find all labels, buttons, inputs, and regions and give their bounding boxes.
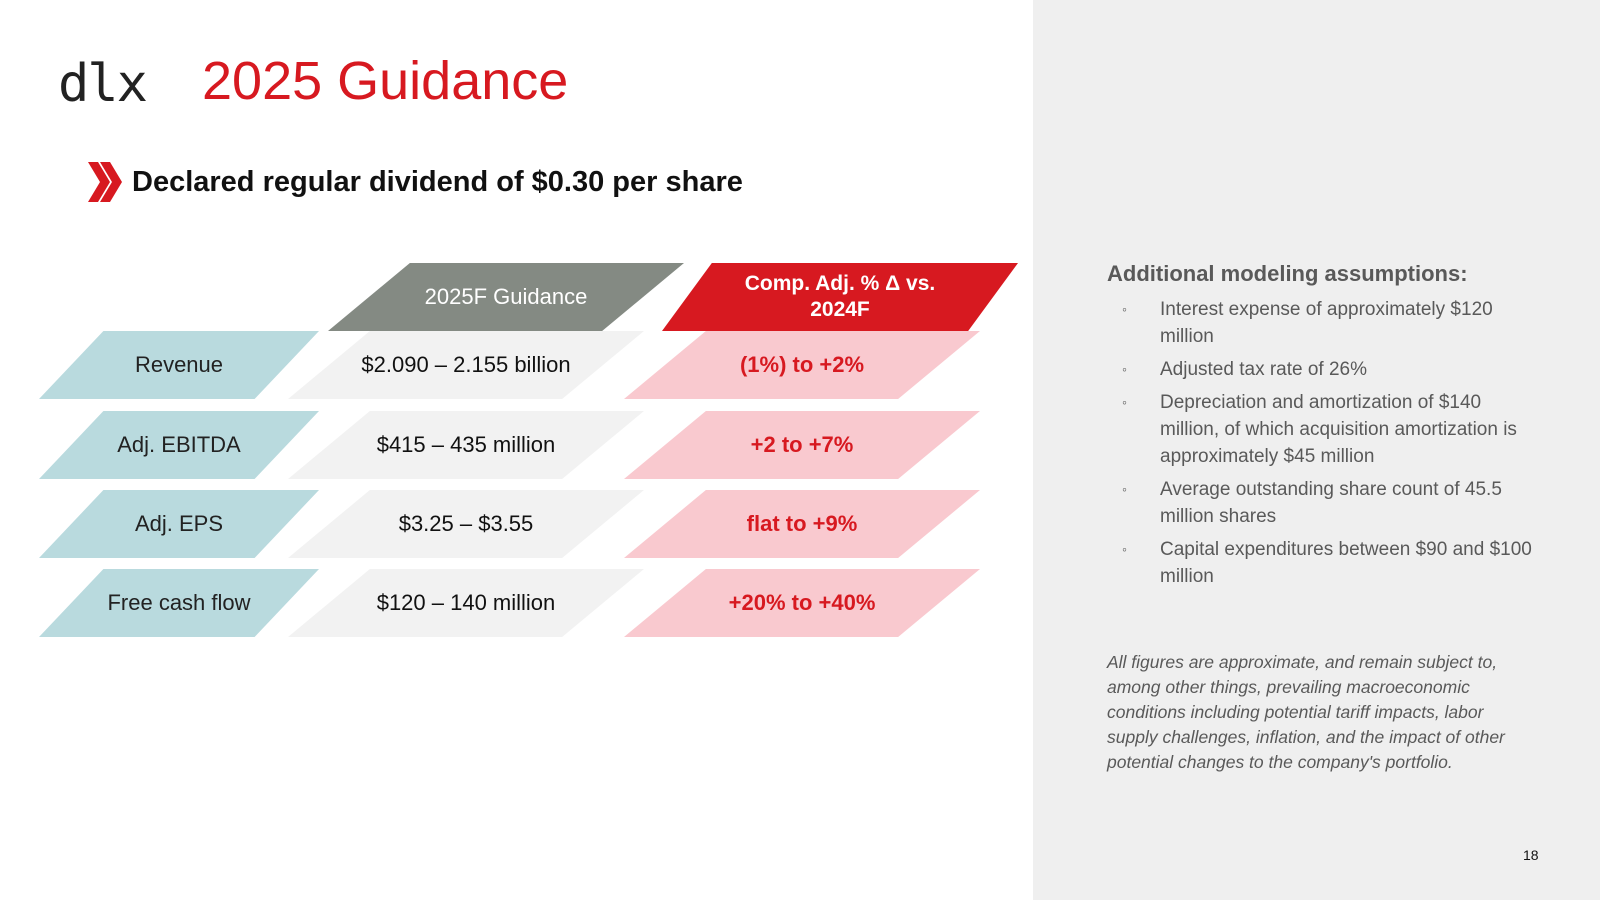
assumption-text: Interest expense of approximately $120 m… [1160, 299, 1493, 347]
header-2025f-guidance-label: 2025F Guidance [424, 284, 588, 309]
dividend-text: Declared regular dividend of $0.30 per s… [132, 165, 743, 198]
list-item: ◦ Interest expense of approximately $120 … [1122, 296, 1542, 350]
row-label-text: Adj. EPS [134, 511, 224, 536]
assumption-text: Capital expenditures between $90 and $10… [1160, 539, 1532, 587]
row-delta-text: +20% to +40% [728, 590, 876, 615]
row-delta-adj-eps: flat to +9% [624, 490, 980, 558]
hollow-bullet-icon: ◦ [1122, 361, 1127, 377]
page-title: 2025 Guidance [202, 51, 569, 111]
row-value-text: $3.25 – $3.55 [398, 511, 534, 536]
dividend-callout: Declared regular dividend of $0.30 per s… [88, 162, 743, 202]
list-item: ◦ Capital expenditures between $90 and $1… [1122, 536, 1542, 590]
row-label-text: Free cash flow [107, 590, 251, 615]
hollow-bullet-icon: ◦ [1122, 301, 1127, 317]
disclaimer-note: All figures are approximate, and remain … [1107, 652, 1505, 772]
row-value-free-cash-flow: $120 – 140 million [288, 569, 644, 637]
assumptions-list: ◦ Interest expense of approximately $120 … [1122, 296, 1542, 596]
row-delta-text: flat to +9% [746, 511, 858, 536]
row-delta-text: +2 to +7% [750, 432, 854, 457]
assumption-text: Depreciation and amortization of $140 mi… [1160, 392, 1517, 467]
row-value-adj-eps: $3.25 – $3.55 [288, 490, 644, 558]
assumption-text: Adjusted tax rate of 26% [1160, 359, 1368, 380]
row-value-adj-ebitda: $415 – 435 million [288, 411, 644, 479]
row-label-revenue: Revenue [39, 331, 319, 399]
row-value-text: $2.090 – 2.155 billion [361, 352, 571, 377]
row-label-adj-eps: Adj. EPS [39, 490, 319, 558]
hollow-bullet-icon: ◦ [1122, 394, 1127, 410]
list-item: ◦ Average outstanding share count of 45.5… [1122, 476, 1542, 530]
row-label-text: Revenue [134, 352, 224, 377]
row-label-text: Adj. EBITDA [117, 432, 241, 457]
list-item: ◦ Adjusted tax rate of 26% [1122, 356, 1542, 383]
list-item: ◦ Depreciation and amortization of $140 m… [1122, 389, 1542, 470]
right-sidebar-panel [1033, 0, 1600, 900]
row-delta-text: (1%) to +2% [739, 352, 865, 377]
header-2025f-guidance: 2025F Guidance [328, 263, 684, 331]
row-label-adj-ebitda: Adj. EBITDA [39, 411, 319, 479]
assumption-text: Average outstanding share count of 45.5 … [1160, 479, 1502, 527]
header-comp-adj-delta: Comp. Adj. % Δ vs. 2024F [662, 263, 1018, 331]
double-chevron-icon [88, 162, 122, 202]
row-value-revenue: $2.090 – 2.155 billion [288, 331, 644, 399]
header-comp-adj-delta-label: Comp. Adj. % Δ vs. 2024F [745, 271, 936, 323]
row-value-text: $415 – 435 million [376, 432, 556, 457]
company-logo: dlx [58, 54, 148, 114]
row-delta-free-cash-flow: +20% to +40% [624, 569, 980, 637]
assumptions-title: Additional modeling assumptions: [1107, 261, 1468, 286]
page-number: 18 [1523, 847, 1539, 863]
hollow-bullet-icon: ◦ [1122, 541, 1127, 557]
header-delta-line2: 2024F [810, 298, 870, 321]
row-value-text: $120 – 140 million [376, 590, 556, 615]
row-label-free-cash-flow: Free cash flow [39, 569, 319, 637]
row-delta-adj-ebitda: +2 to +7% [624, 411, 980, 479]
row-delta-revenue: (1%) to +2% [624, 331, 980, 399]
hollow-bullet-icon: ◦ [1122, 481, 1127, 497]
header-delta-line1: Comp. Adj. % Δ vs. [744, 272, 936, 295]
